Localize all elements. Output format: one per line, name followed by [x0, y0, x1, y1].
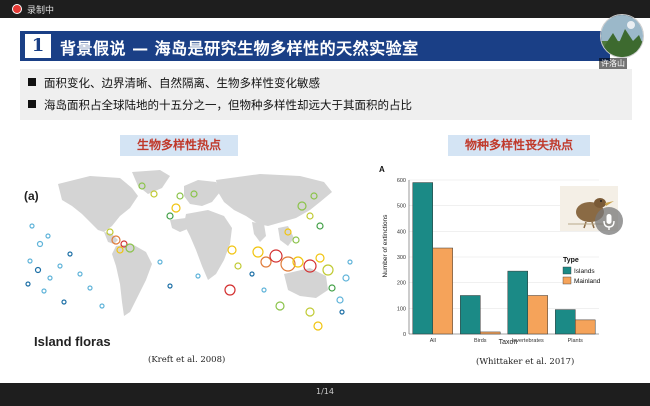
avatar-image [601, 15, 643, 57]
y-tick-label: 100 [397, 306, 406, 312]
bar-mainland [432, 247, 453, 335]
bullet-item: 面积变化、边界清晰、自然隔离、生物多样性变化敏感 [28, 75, 320, 91]
record-indicator-icon [13, 5, 21, 13]
title-bar [20, 31, 610, 61]
right-citation: (Whittaker et al. 2017) [476, 357, 575, 367]
extinction-bar-chart: A 0 100 200 300 400 500 600 All Birds Invertebra… [379, 166, 601, 346]
bar-islands [555, 309, 576, 335]
bar-islands [507, 270, 529, 335]
y-tick-label: 500 [397, 204, 406, 210]
x-tick-label: Birds [474, 338, 487, 344]
y-tick-label: 0 [403, 332, 406, 338]
bar-mainland [575, 319, 596, 335]
left-citation: (Kreft et al. 2008) [148, 355, 226, 365]
left-panel-heading: 生物多样性热点 [120, 135, 238, 156]
x-tick-label: Plants [568, 338, 584, 344]
recording-label: 录制中 [27, 6, 55, 16]
chart-ylabel: Number of extinctions [382, 214, 389, 278]
y-tick-label: 400 [397, 229, 406, 235]
microphone-icon [603, 214, 615, 230]
legend-label: Mainland [574, 278, 601, 285]
participant-avatar[interactable] [600, 14, 644, 58]
bullet-square-icon [28, 78, 36, 86]
y-tick-label: 200 [397, 281, 406, 287]
legend-title: Type [563, 257, 579, 264]
page-indicator: 1/14 [316, 387, 334, 396]
bar-mainland [480, 331, 501, 335]
y-tick-label: 600 [397, 178, 406, 184]
bottom-bar: 1/14 [0, 383, 650, 406]
chart-xlabel: Taxon [499, 339, 518, 346]
bar-islands [460, 295, 481, 335]
legend-label: Islands [574, 268, 595, 275]
chart-panel-letter: A [379, 166, 385, 174]
section-number: 1 [25, 34, 51, 58]
bullet-box: 面积变化、边界清晰、自然隔离、生物多样性变化敏感 海岛面积占全球陆地的十五分之一… [20, 69, 632, 120]
y-tick-label: 300 [397, 255, 406, 261]
map-label: Island floras [34, 334, 111, 349]
bar-islands [412, 182, 433, 335]
microphone-button[interactable] [595, 207, 623, 235]
bullet-square-icon [28, 100, 36, 108]
legend-swatch [562, 266, 572, 275]
legend-swatch [562, 276, 572, 285]
map-panel-letter: (a) [24, 189, 39, 203]
x-tick-label: Invertebrates [512, 338, 544, 344]
bullet-item: 海岛面积占全球陆地的十五分之一，但物种多样性却远大于其面积的占比 [28, 97, 412, 113]
recording-bar: 录制中 [0, 0, 650, 18]
bullet-text: 海岛面积占全球陆地的十五分之一，但物种多样性却远大于其面积的占比 [44, 98, 412, 112]
right-panel-heading: 物种多样性丧失热点 [448, 135, 590, 156]
bullet-text: 面积变化、边界清晰、自然隔离、生物多样性变化敏感 [44, 76, 320, 90]
world-map-figure: (a) Island floras [24, 170, 353, 349]
participant-name: 许洛山 [599, 58, 627, 69]
slide-canvas: 1 背景假说 — 海岛是研究生物多样性的天然实验室 面积变化、边界清晰、自然隔离… [0, 18, 650, 383]
slide-title: 背景假说 — 海岛是研究生物多样性的天然实验室 [60, 39, 419, 58]
bar-mainland [527, 295, 548, 335]
x-tick-label: All [430, 338, 436, 344]
